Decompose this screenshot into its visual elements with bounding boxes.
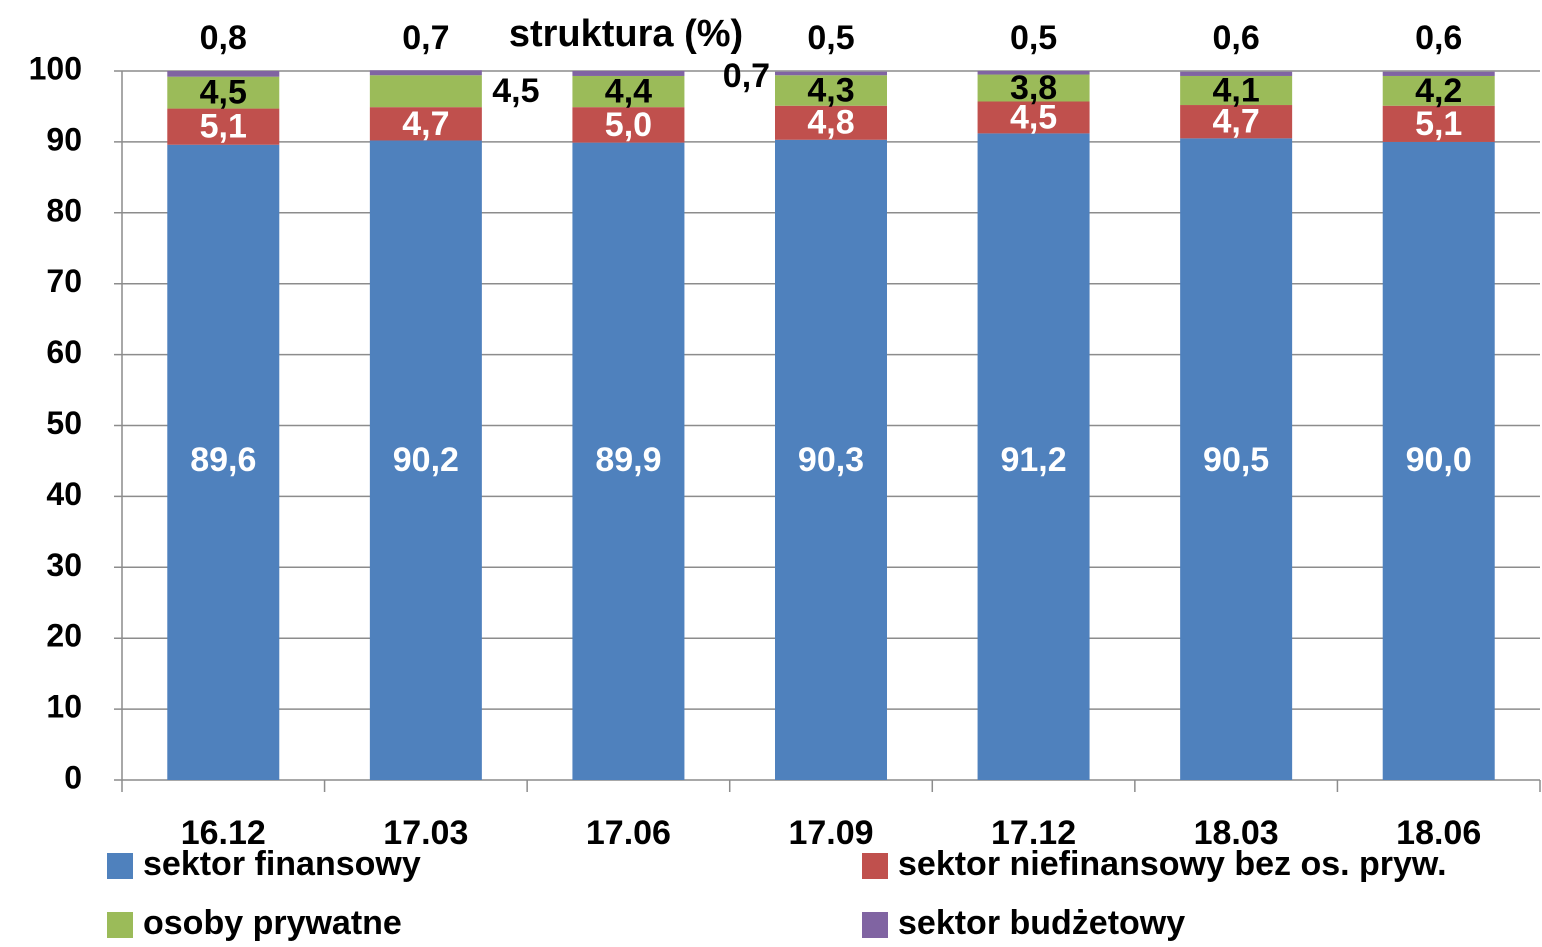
value-label: 5,1 <box>1415 105 1462 143</box>
value-label: 0,5 <box>1010 19 1057 57</box>
x-tick-label: 18.06 <box>1396 814 1481 852</box>
value-label: 4,5 <box>492 72 539 110</box>
value-label: 4,3 <box>807 71 854 109</box>
bar-segment <box>1180 75 1293 106</box>
bar-segment <box>167 108 280 145</box>
value-label: 4,2 <box>1415 72 1462 110</box>
bar-segment <box>1382 141 1495 780</box>
value-label: 4,7 <box>402 105 449 143</box>
value-label: 91,2 <box>1000 441 1066 479</box>
bar-segment <box>167 71 280 77</box>
value-label: 4,5 <box>1010 98 1057 136</box>
value-label: 90,5 <box>1203 441 1269 479</box>
bar-segment <box>369 107 482 141</box>
chart-title: struktura (%) <box>509 13 743 55</box>
value-label: 90,3 <box>798 441 864 479</box>
y-tick-label: 40 <box>46 476 82 512</box>
bar-segment <box>977 133 1090 781</box>
y-tick-label: 30 <box>46 547 82 583</box>
bar-segment <box>572 75 685 108</box>
bar-segment <box>369 70 482 76</box>
value-label: 4,7 <box>1213 103 1260 141</box>
value-label: 4,5 <box>200 74 247 112</box>
legend-label: osoby prywatne <box>143 904 402 942</box>
bar-segment <box>369 140 482 780</box>
x-tick-label: 16.12 <box>181 814 266 852</box>
legend-label: sektor niefinansowy bez os. pryw. <box>898 845 1447 883</box>
x-tick-label: 17.09 <box>788 814 873 852</box>
value-label: 4,4 <box>605 73 652 111</box>
y-tick-label: 0 <box>64 759 82 795</box>
bar-segment <box>1382 105 1495 142</box>
bar-segment <box>167 144 280 781</box>
value-label: 0,7 <box>723 57 770 95</box>
bar-segment <box>775 105 887 140</box>
legend-swatch <box>107 912 133 938</box>
bar-segment <box>775 139 887 780</box>
value-label: 5,0 <box>605 106 652 144</box>
y-tick-label: 80 <box>46 192 82 228</box>
value-label: 4,1 <box>1213 71 1260 109</box>
y-tick-label: 50 <box>46 405 82 441</box>
value-label: 0,6 <box>1213 19 1260 57</box>
bar-segment <box>369 75 482 108</box>
value-label: 0,5 <box>807 19 854 57</box>
value-label: 0,6 <box>1415 19 1462 57</box>
value-label: 90,0 <box>1406 441 1472 479</box>
value-label: 4,8 <box>807 104 854 142</box>
value-label: 90,2 <box>393 441 459 479</box>
legend-swatch <box>862 912 888 938</box>
bar-segment <box>977 71 1090 75</box>
bar-segment <box>775 71 887 76</box>
x-tick-label: 17.06 <box>586 814 671 852</box>
bar-segment <box>977 74 1090 102</box>
legend-label: sektor finansowy <box>143 845 421 883</box>
bar-segment <box>1180 138 1293 781</box>
value-label: 5,1 <box>200 108 247 146</box>
value-label: 89,9 <box>595 441 661 479</box>
y-tick-label: 20 <box>46 618 82 654</box>
bar-segment <box>775 75 887 106</box>
bar-segment <box>572 142 685 780</box>
bar-segment <box>167 76 280 109</box>
legend-swatch <box>107 853 133 879</box>
x-tick-label: 18.03 <box>1194 814 1279 852</box>
value-label: 3,8 <box>1010 69 1057 107</box>
value-label: 0,8 <box>200 19 247 57</box>
value-label: 0,7 <box>402 19 449 57</box>
legend-label: sektor budżetowy <box>898 904 1185 942</box>
x-tick-label: 17.12 <box>991 814 1076 852</box>
y-tick-label: 100 <box>29 50 82 86</box>
bar-segment <box>572 107 685 143</box>
bar-segment <box>1180 71 1293 76</box>
bar-segment <box>1382 71 1495 76</box>
bar-segment <box>977 101 1090 134</box>
y-tick-label: 90 <box>46 121 82 157</box>
x-tick-label: 17.03 <box>383 814 468 852</box>
bar-segment <box>572 71 685 76</box>
y-tick-label: 60 <box>46 334 82 370</box>
legend-swatch <box>862 853 888 879</box>
y-tick-label: 10 <box>46 689 82 725</box>
value-label: 89,6 <box>190 441 256 479</box>
y-tick-label: 70 <box>46 263 82 299</box>
bar-segment <box>1382 75 1495 106</box>
bar-segment <box>1180 105 1293 139</box>
